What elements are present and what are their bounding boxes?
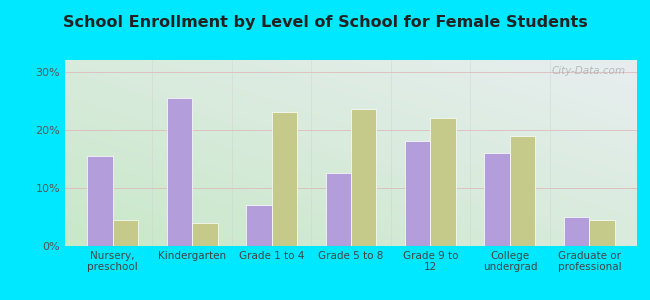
Bar	[246, 205, 272, 246]
Bar	[510, 136, 536, 246]
Bar	[484, 153, 510, 246]
Bar	[430, 118, 456, 246]
Bar	[351, 110, 376, 246]
Bar	[272, 112, 297, 246]
Text: School Enrollment by Level of School for Female Students: School Enrollment by Level of School for…	[62, 15, 588, 30]
Bar	[87, 156, 112, 246]
Bar	[590, 220, 615, 246]
Bar	[192, 223, 218, 246]
Bar	[166, 98, 192, 246]
Bar	[564, 217, 590, 246]
Bar	[326, 173, 351, 246]
Bar	[405, 141, 430, 246]
Text: City-Data.com: City-Data.com	[551, 66, 625, 76]
Bar	[112, 220, 138, 246]
